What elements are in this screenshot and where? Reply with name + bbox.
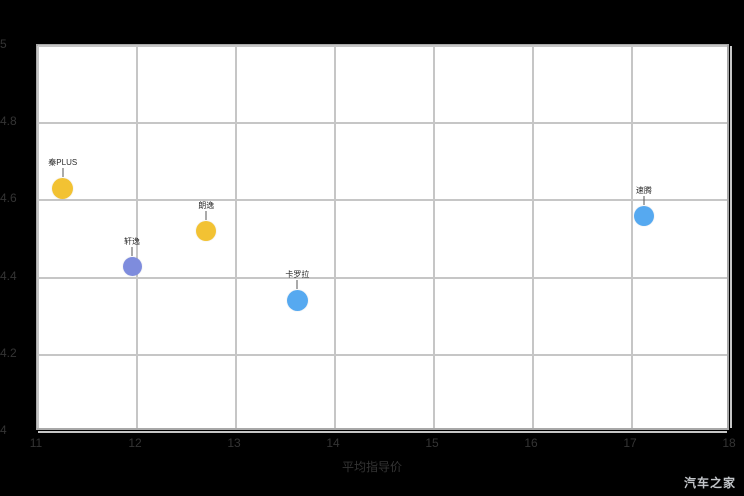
plot-area: 秦PLUS 轩逸 朗逸卡罗拉 速腾 [36,44,732,433]
x-tick-label: 15 [425,436,439,450]
data-point[interactable] [286,290,308,312]
gridline-vertical [631,46,633,428]
gridline-horizontal [38,431,727,433]
x-axis-title: 平均指导价 [341,460,402,474]
gridline-vertical [334,46,336,428]
x-tick-label: 13 [227,436,241,450]
gridline-horizontal [38,199,727,202]
gridline-vertical [136,46,138,428]
gridline-horizontal [38,122,727,125]
data-point-label: 轩逸 [124,236,141,246]
y-tick-label: 4.4 [0,268,17,283]
annotation-leader-line [643,195,645,205]
x-tick-label: 17 [623,436,637,450]
gridline-horizontal [38,353,727,356]
x-tick-label: 14 [326,436,340,450]
annotation-leader-line [62,168,64,178]
gridline-vertical [730,46,732,428]
data-point-label: 卡罗拉 [285,270,310,280]
gridline-horizontal [38,276,727,279]
data-point-label: 秦PLUS [48,158,78,168]
x-tick-label: 16 [524,436,538,450]
x-tick-label: 12 [128,436,142,450]
gridline-vertical [532,46,534,428]
annotation-leader-line [205,211,207,221]
data-point-label: 速腾 [635,185,652,195]
data-point[interactable] [196,221,217,242]
gridline-vertical [433,46,435,428]
annotation-leader-line [131,246,133,256]
watermark-logo: 汽车之家 [683,476,736,490]
data-point[interactable] [52,178,74,200]
x-tick-label: 11 [29,436,43,450]
y-tick-label: 4.6 [0,191,17,206]
data-point-label: 朗逸 [198,201,215,211]
gridline-vertical [235,46,237,428]
gridline-horizontal [38,45,727,47]
data-point[interactable] [122,256,142,276]
y-tick-label: 4 [0,423,7,437]
x-tick-label: 18 [722,436,736,450]
y-tick-label: 5 [0,37,7,51]
data-point[interactable] [633,205,654,226]
annotation-leader-line [296,280,298,290]
y-tick-label: 4.2 [0,345,17,360]
y-tick-label: 4.8 [0,114,17,129]
gridline-vertical [37,46,39,428]
